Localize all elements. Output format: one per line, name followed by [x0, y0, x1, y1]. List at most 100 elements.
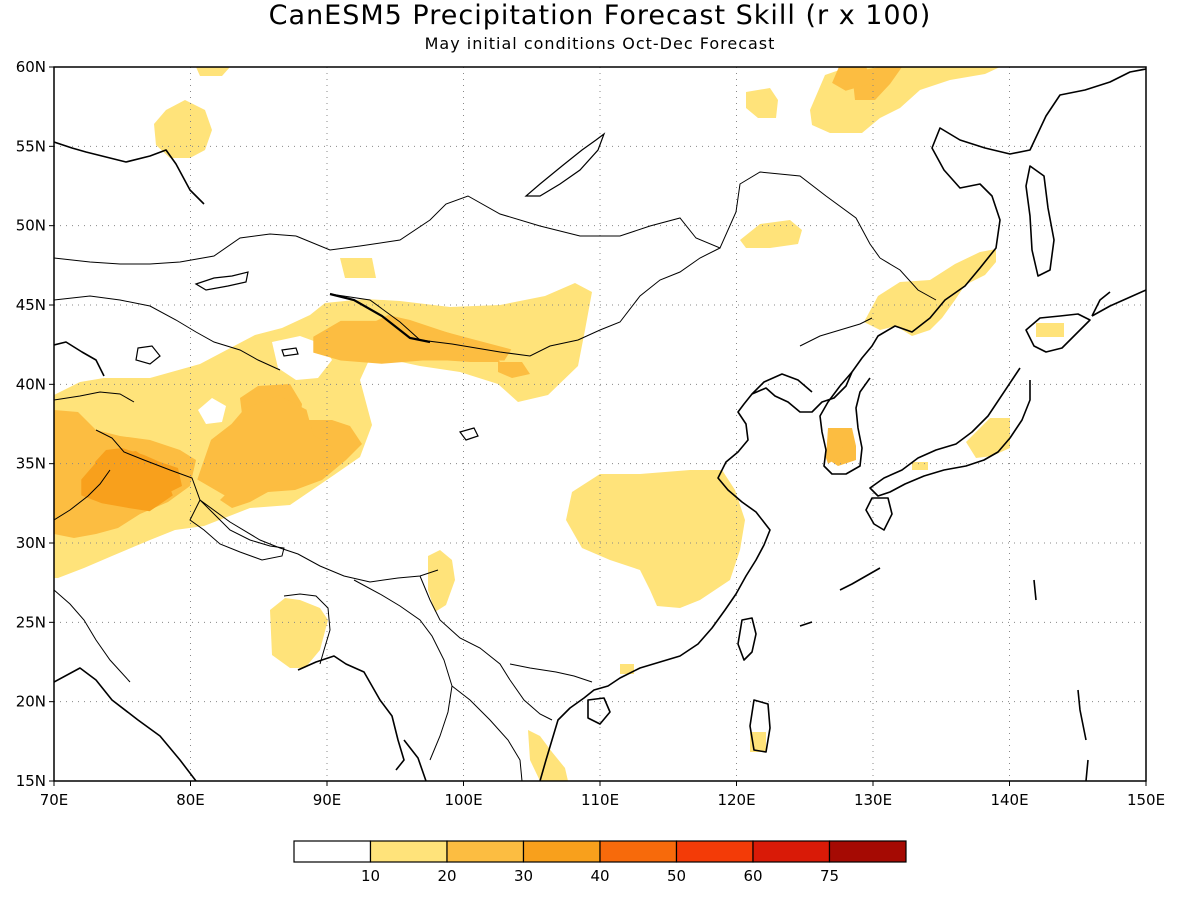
skill-region-west-siberia [154, 100, 212, 158]
lon-tick-label: 80E [176, 791, 205, 809]
colorbar-label: 60 [743, 867, 762, 885]
border-laos-vietnam [509, 679, 553, 721]
border-india-china [95, 429, 439, 583]
lon-tick-label: 130E [854, 791, 892, 809]
lat-tick-label: 55N [16, 137, 46, 155]
border-china-russia-ne [879, 257, 937, 301]
latitude-tick-labels: 15N 20N 25N 30N 35N 40N 45N 50N 55N 60N [16, 58, 54, 790]
lat-tick-label: 35N [16, 455, 46, 473]
border-kazakh-russia [54, 233, 297, 265]
border-nepal [189, 499, 285, 561]
colorbar-swatch [828, 840, 907, 863]
skill-region-okhotsk-north [832, 67, 873, 91]
lon-tick-label: 140E [990, 791, 1028, 809]
chart-title: CanESM5 Precipitation Forecast Skill (r … [268, 0, 932, 31]
border-central-asia [54, 295, 281, 371]
colorbar-label: 20 [437, 867, 456, 885]
lon-tick-label: 110E [581, 791, 619, 809]
skill-region-manchuria [864, 249, 996, 336]
lat-tick-label: 30N [16, 534, 46, 552]
coastline-bangladesh [297, 655, 405, 771]
lon-tick-label: 120E [717, 791, 755, 809]
colorbar-label: 50 [667, 867, 686, 885]
skill-region-tarim-north [313, 320, 512, 364]
coastline-kyushu [865, 497, 893, 531]
skill-region-korea-spot [825, 431, 846, 464]
coastline-hainan [587, 697, 611, 725]
border-thailand [451, 685, 523, 781]
skill-region-west-himalaya-core [81, 451, 173, 512]
coastline-bohai [751, 373, 813, 395]
lat-tick-label: 60N [16, 58, 46, 76]
lon-tick-label: 90E [313, 791, 342, 809]
skill-region-bengal [270, 598, 328, 668]
colorbar-label: 75 [820, 867, 839, 885]
border-china-mongolia [329, 247, 721, 357]
coastline-east-asia [539, 68, 1146, 781]
coastline-ob-area [54, 141, 205, 205]
skill-region-north-kazakh [196, 67, 230, 76]
graticule [54, 67, 1146, 781]
skill-region-kyushu [912, 462, 928, 470]
colorbar: 10 20 30 40 50 60 75 [293, 840, 907, 885]
colorbar-label: 10 [361, 867, 380, 885]
coastline-ryukyu [799, 567, 881, 627]
colorbar-swatch [752, 840, 831, 863]
lake-qinghai [458, 427, 479, 441]
border-russia-mongolia [295, 171, 881, 259]
coastline-taiwan [737, 617, 757, 661]
colorbar-swatch [522, 840, 601, 863]
border-pakistan-india [54, 469, 111, 521]
lake-baikal [524, 132, 606, 197]
colorbar-swatch [599, 840, 678, 863]
skill-region-hainan-strip [620, 664, 634, 674]
lat-tick-label: 25N [16, 613, 46, 631]
colorbar-swatch [675, 840, 754, 863]
colorbar-swatch [446, 840, 525, 863]
skill-shading-30-40 [81, 448, 182, 512]
skill-region-altai-spot [340, 258, 376, 278]
border-india-bangladesh [283, 593, 331, 665]
border-afghan-tajik [54, 391, 135, 403]
longitude-tick-labels: 70E 80E 90E 100E 110E 120E 130E 140E 150E [40, 781, 1165, 809]
chart-subtitle: May initial conditions Oct-Dec Forecast [424, 34, 776, 53]
lat-tick-label: 20N [16, 693, 46, 711]
lat-tick-label: 40N [16, 375, 46, 393]
coastline-korea [819, 371, 871, 475]
lake-issyk [281, 347, 299, 357]
coastline-caspian-edge [54, 341, 105, 377]
skill-region-hokkaido [1036, 323, 1064, 337]
coastline-japan-spots [1033, 579, 1089, 781]
skill-region-stanovoy [746, 88, 778, 118]
skill-region-amur [740, 220, 802, 248]
border-china-korea [799, 317, 873, 347]
lon-tick-label: 150E [1127, 791, 1165, 809]
coastline-hokkaido [1025, 313, 1091, 353]
border-myanmar [353, 579, 453, 761]
lat-tick-label: 45N [16, 296, 46, 314]
skill-region-honshu [966, 418, 1010, 458]
coastline-honshu [869, 367, 1031, 497]
colorbar-swatch [369, 840, 448, 863]
lat-tick-label: 50N [16, 217, 46, 235]
lake-balkhash [194, 271, 249, 291]
border-china-vietnam [509, 663, 593, 683]
skill-region-tarim-sw [197, 395, 334, 496]
border-china-kazakh [329, 292, 431, 344]
colorbar-swatch [293, 840, 372, 863]
coastline-myanmar-south [403, 739, 427, 781]
lake-aral [135, 345, 161, 365]
skill-region-yangtze [566, 470, 745, 608]
skill-region-yunnan [428, 550, 455, 612]
border-india-west [54, 589, 131, 683]
lon-tick-label: 70E [40, 791, 69, 809]
coastline-bengal [54, 667, 197, 781]
skill-region-gobi-spot [498, 362, 530, 378]
coastline-kamchatka-edge [1091, 289, 1146, 317]
border-china-myanmar [419, 575, 511, 681]
coastlines-and-borders [54, 68, 1146, 781]
lon-tick-label: 100E [444, 791, 482, 809]
colorbar-label: 40 [590, 867, 609, 885]
coastline-kurils [1091, 291, 1111, 317]
